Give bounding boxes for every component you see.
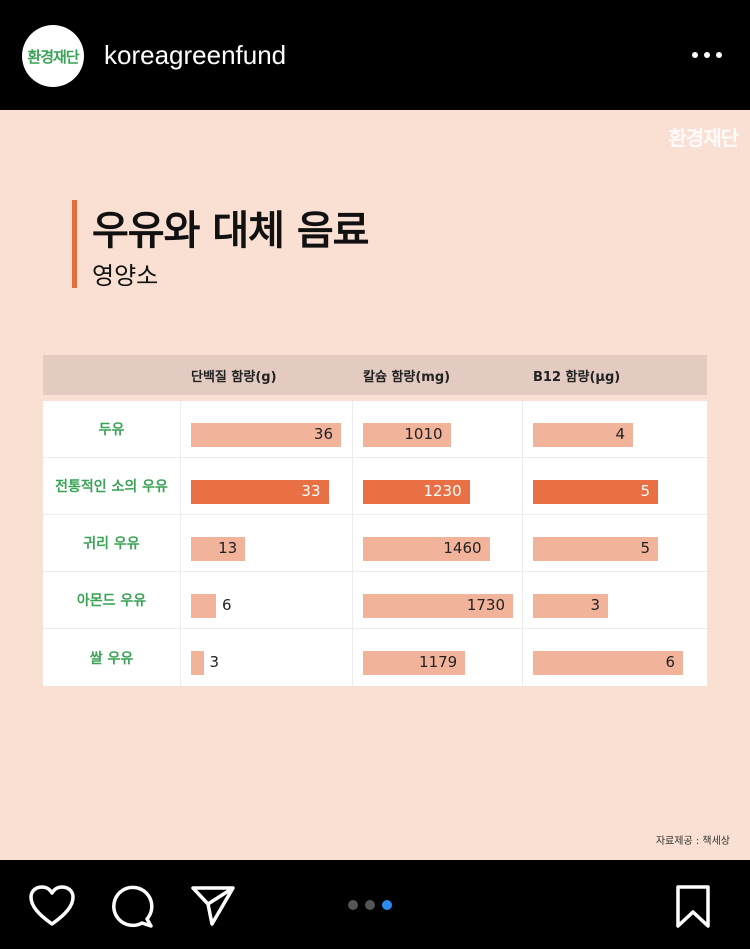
- protein-cell: 36: [181, 401, 353, 457]
- watermark-logo: 환경재단: [668, 126, 739, 150]
- protein-cell: 3: [181, 629, 353, 686]
- table-header: 단백질 함량(g) 칼슘 함량(mg) B12 함량(μg): [43, 355, 707, 395]
- b12-bar: [533, 423, 633, 447]
- nutrition-table: 단백질 함량(g) 칼슘 함량(mg) B12 함량(μg) 두유 36 1010 4…: [43, 355, 707, 686]
- calcium-value: 1179: [419, 653, 458, 671]
- avatar[interactable]: 환경재단: [22, 25, 84, 87]
- protein-value: 13: [218, 539, 238, 557]
- protein-bar: [191, 651, 204, 675]
- protein-value: 6: [222, 596, 232, 614]
- protein-bar: [191, 480, 329, 504]
- username-link[interactable]: koreagreenfund: [104, 40, 287, 70]
- carousel-dot-active: [382, 900, 392, 910]
- calcium-value: 1230: [423, 482, 462, 500]
- protein-value: 3: [209, 653, 220, 671]
- row-label: 전통적인 소의 우유: [43, 458, 181, 514]
- post-header: 환경재단 koreagreenfund: [0, 0, 750, 110]
- action-bar: [0, 860, 750, 949]
- calcium-value: 1010: [404, 425, 443, 443]
- share-icon[interactable]: [190, 884, 236, 928]
- table-body: 두유 36 1010 4 전통적인 소의 우유 33 1230 5 귀리 우유 13 1460 5 아몬…: [43, 401, 707, 686]
- protein-bar: [191, 537, 246, 561]
- b12-cell: 3: [523, 572, 707, 628]
- page-title: 우유와 대체 음료: [92, 208, 369, 254]
- header-calcium: 칼슘 함량(mg): [363, 369, 451, 385]
- b12-value: 4: [615, 425, 625, 443]
- calcium-cell: 1460: [353, 515, 523, 571]
- calcium-cell: 1730: [353, 572, 523, 628]
- protein-value: 33: [301, 482, 321, 500]
- page-subtitle: 영양소: [92, 262, 159, 290]
- calcium-cell: 1179: [353, 629, 523, 686]
- protein-cell: 33: [181, 458, 353, 514]
- calcium-cell: 1230: [353, 458, 523, 514]
- b12-value: 5: [640, 539, 650, 557]
- b12-cell: 5: [523, 458, 707, 514]
- heart-icon[interactable]: [28, 884, 76, 928]
- carousel-dot: [348, 900, 358, 910]
- b12-bar: [533, 537, 658, 561]
- calcium-bar: [363, 480, 470, 504]
- header-b12: B12 함량(μg): [533, 369, 621, 385]
- b12-cell: 4: [523, 401, 707, 457]
- b12-value: 6: [665, 653, 675, 671]
- calcium-bar: [363, 423, 451, 447]
- comment-icon[interactable]: [109, 884, 155, 930]
- table-row: 전통적인 소의 우유 33 1230 5: [43, 458, 707, 515]
- protein-value: 36: [313, 425, 333, 443]
- b12-cell: 6: [523, 629, 707, 686]
- calcium-cell: 1010: [353, 401, 523, 457]
- protein-bar: [191, 594, 216, 618]
- table-row: 아몬드 우유 6 1730 3: [43, 572, 707, 629]
- calcium-bar: [363, 594, 513, 618]
- calcium-value: 1460: [443, 539, 482, 557]
- carousel-indicator: [348, 900, 392, 910]
- b12-bar: [533, 594, 608, 618]
- more-options-icon[interactable]: [692, 52, 722, 58]
- table-row: 귀리 우유 13 1460 5: [43, 515, 707, 572]
- bookmark-icon[interactable]: [674, 884, 712, 930]
- calcium-bar: [363, 651, 466, 675]
- b12-cell: 5: [523, 515, 707, 571]
- calcium-value: 1730: [466, 596, 505, 614]
- row-label: 아몬드 우유: [43, 572, 181, 628]
- b12-bar: [533, 651, 683, 675]
- protein-cell: 6: [181, 572, 353, 628]
- protein-cell: 13: [181, 515, 353, 571]
- b12-bar: [533, 480, 658, 504]
- b12-value: 5: [640, 482, 650, 500]
- b12-value: 3: [590, 596, 600, 614]
- row-label: 두유: [43, 401, 181, 457]
- table-row: 쌀 우유 3 1179 6: [43, 629, 707, 686]
- source-credit: 자료제공 : 책세상: [655, 836, 730, 847]
- protein-bar: [191, 423, 341, 447]
- row-label: 귀리 우유: [43, 515, 181, 571]
- header-protein: 단백질 함량(g): [191, 369, 277, 385]
- calcium-bar: [363, 537, 490, 561]
- carousel-dot: [365, 900, 375, 910]
- post-image: 환경재단 우유와 대체 음료 영양소 단백질 함량(g) 칼슘 함량(mg) B…: [0, 110, 750, 860]
- row-label: 쌀 우유: [43, 629, 181, 686]
- title-accent-bar: [72, 200, 77, 288]
- table-row: 두유 36 1010 4: [43, 401, 707, 458]
